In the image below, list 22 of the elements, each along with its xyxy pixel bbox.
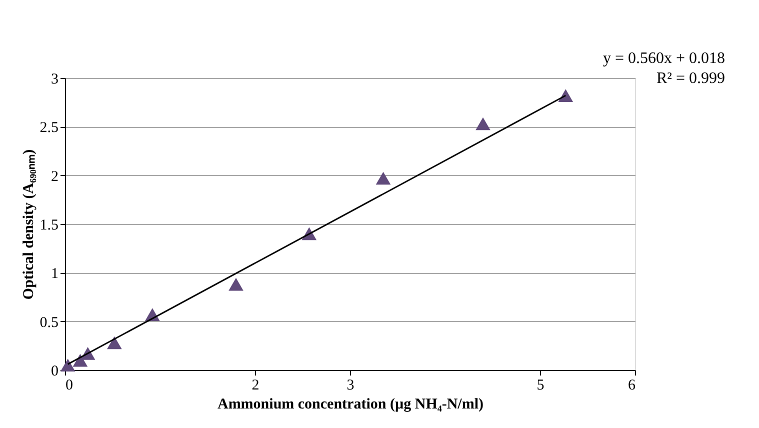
y-tick-label: 2: [51, 168, 58, 185]
y-tick-label: 2.5: [40, 120, 58, 136]
x-axis-title: Ammonium concentration (µg NH₄-N/ml): [217, 396, 484, 412]
text: y = 0.560x + 0.018: [602, 50, 725, 67]
point: [558, 89, 574, 102]
x-tick-label: 6: [628, 378, 636, 394]
x-tick-label: 2: [252, 378, 260, 394]
y-tick-label: 0.5: [40, 314, 58, 331]
text: R² = 0.999: [656, 70, 725, 87]
x-tick-label: 0: [66, 378, 73, 394]
x-tick-label: 3: [346, 378, 354, 394]
x-tick-label: 5: [536, 378, 544, 394]
point: [476, 117, 490, 130]
y-tick-label: 3: [51, 72, 58, 88]
y-tick-label: 1: [51, 266, 58, 282]
y-tick-label: 0: [51, 364, 58, 380]
point: [106, 336, 122, 350]
point: [60, 358, 76, 372]
point: [228, 278, 244, 291]
y-tick-label: 1.5: [40, 218, 58, 234]
point: [376, 172, 391, 185]
y-axis-title: Optical density (A₆₉₀ₙₘ): [20, 149, 37, 300]
